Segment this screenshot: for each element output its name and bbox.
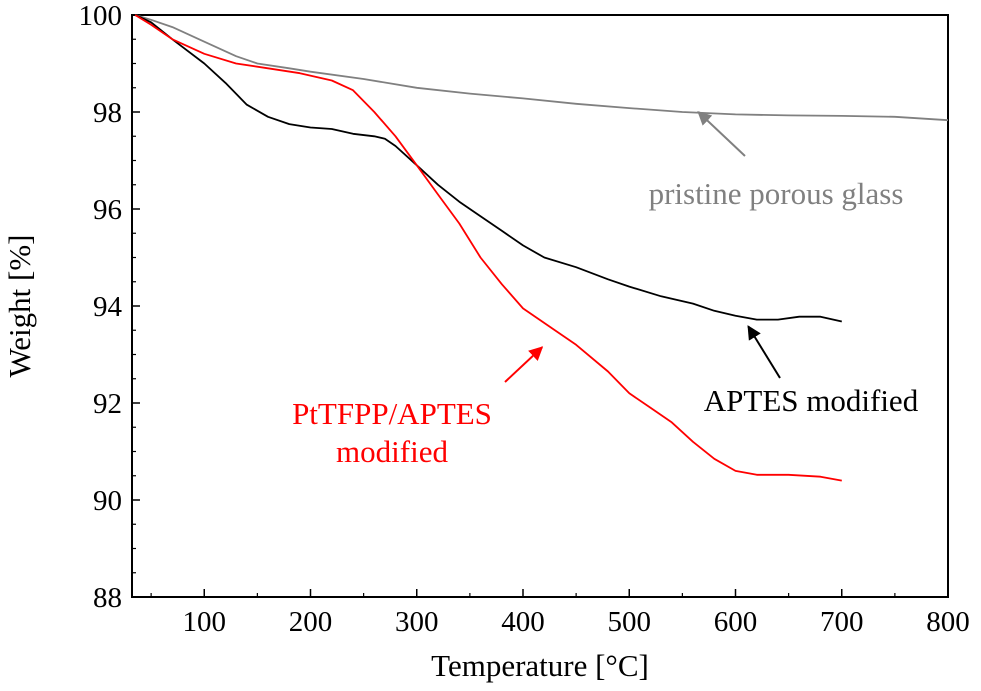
y-tick-label: 98 [93,97,122,129]
annotation-arrow-pristine-porous-glass [697,111,746,157]
series-line-aptes-modified [134,14,842,323]
y-tick-label: 94 [93,291,123,323]
annotation-label-aptes-modified: APTES modified [704,383,919,418]
plot-area-frame [131,14,949,598]
y-tick-label: 90 [93,485,122,517]
x-tick-label: 400 [501,606,545,638]
y-tick-label: 88 [93,582,122,614]
annotation-arrow-aptes-modified [747,325,781,379]
x-tick-label: 800 [926,606,970,638]
y-tick-label: 96 [93,194,122,226]
x-axis-title: Temperature [°C] [431,648,649,683]
annotation-label-pristine-porous-glass: pristine porous glass [649,176,904,211]
y-tick-label: 92 [93,388,122,420]
y-axis-title: Weight [%] [2,235,37,378]
annotation-label-pttfpp-aptes-modified: modified [336,434,448,469]
annotation-label-pttfpp-aptes-modified: PtTFPP/APTES [292,396,492,431]
x-tick-label: 300 [395,606,439,638]
x-tick-label: 100 [183,606,227,638]
x-tick-label: 200 [289,606,333,638]
series-line-pttfpp-aptes-modified [134,14,842,482]
x-tick-label: 700 [820,606,864,638]
x-tick-label: 600 [714,606,758,638]
series-line-pristine-porous-glass [134,14,949,122]
x-tick-label: 500 [608,606,652,638]
y-tick-label: 100 [79,0,123,32]
annotation-arrow-pttfpp-aptes-modified [504,346,544,383]
